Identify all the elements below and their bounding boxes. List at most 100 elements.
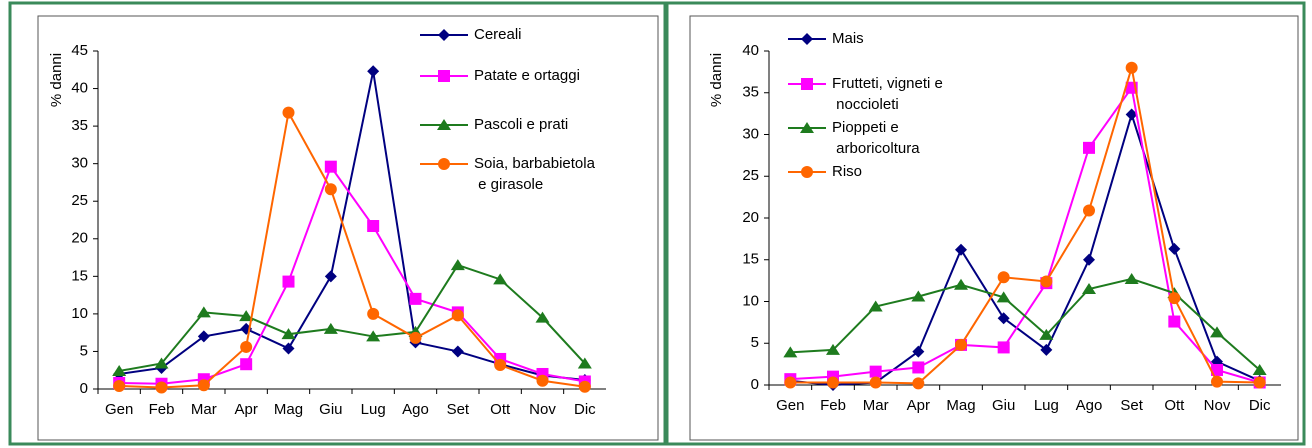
marker: [536, 374, 549, 387]
marker: [240, 340, 253, 353]
y-tick-label: 25: [71, 192, 88, 209]
x-tick-label: Gen: [776, 397, 804, 414]
marker: [955, 243, 967, 256]
x-tick-label: Lug: [1034, 397, 1059, 414]
marker: [1253, 376, 1266, 389]
series-line: [119, 109, 585, 389]
series-line: [119, 71, 585, 381]
x-tick-label: Lug: [361, 401, 386, 418]
marker: [366, 330, 381, 342]
x-tick-label: Giu: [319, 401, 342, 418]
marker: [997, 341, 1010, 354]
marker: [324, 270, 337, 283]
x-tick-label: Nov: [1204, 397, 1231, 414]
marker: [409, 292, 422, 305]
marker: [911, 290, 926, 302]
legend-label: Cereali: [474, 26, 522, 43]
marker: [954, 278, 968, 290]
marker: [1168, 315, 1181, 328]
y-tick-label: 10: [71, 305, 88, 322]
marker: [367, 65, 380, 78]
y-axis-label: % danni: [48, 53, 65, 107]
x-tick-label: Apr: [234, 401, 257, 418]
x-tick-label: Dic: [574, 401, 596, 418]
marker: [912, 361, 925, 374]
legend-label: Soia, barbabietola e girasole: [474, 155, 596, 193]
marker: [281, 328, 296, 340]
marker: [997, 271, 1010, 284]
series-line: [118, 263, 586, 372]
y-tick-label: 15: [71, 267, 88, 284]
x-tick-label: Mag: [274, 401, 303, 418]
y-tick-label: 30: [742, 125, 759, 142]
x-tick-label: Nov: [529, 401, 556, 418]
y-tick-label: 30: [71, 155, 88, 172]
y-tick-label: 45: [71, 42, 88, 59]
series-line: [790, 277, 1261, 371]
marker: [324, 183, 337, 196]
x-tick-label: Ott: [490, 401, 511, 418]
frame: [8, 1, 1306, 446]
marker: [826, 343, 840, 355]
marker: [451, 345, 464, 358]
y-tick-label: 0: [80, 380, 88, 397]
x-tick-label: Mag: [946, 397, 975, 414]
y-tick-label: 15: [742, 251, 759, 268]
x-tick-label: Ott: [1164, 397, 1185, 414]
x-tick-label: Gen: [105, 401, 133, 418]
marker: [239, 310, 254, 322]
marker: [438, 29, 450, 41]
marker: [282, 275, 295, 288]
marker: [196, 306, 211, 318]
x-tick-label: Dic: [1249, 397, 1271, 414]
marker: [912, 345, 925, 358]
y-tick-label: 40: [742, 42, 759, 59]
marker: [801, 166, 813, 178]
marker: [494, 358, 507, 371]
marker: [324, 160, 337, 173]
marker: [367, 307, 380, 320]
y-axis-label: % danni: [708, 53, 725, 107]
marker: [367, 220, 380, 233]
marker: [869, 365, 882, 378]
x-tick-label: Giu: [992, 397, 1015, 414]
marker: [955, 338, 967, 351]
marker: [912, 377, 925, 390]
marker: [113, 379, 126, 392]
marker: [1124, 272, 1139, 284]
marker: [868, 300, 883, 312]
marker: [1125, 108, 1138, 121]
x-tick-label: Ago: [402, 401, 429, 418]
marker: [282, 342, 295, 355]
y-tick-label: 5: [751, 334, 759, 351]
marker: [154, 357, 169, 369]
marker: [197, 330, 210, 343]
marker: [1211, 363, 1223, 376]
legend-label: Mais: [832, 30, 864, 47]
marker: [800, 122, 814, 133]
marker: [1040, 343, 1053, 356]
y-tick-label: 5: [80, 342, 88, 359]
marker: [996, 291, 1011, 303]
legend-label: Patate e ortaggi: [474, 67, 580, 84]
y-tick-label: 20: [742, 209, 759, 226]
marker: [535, 311, 550, 323]
marker: [438, 70, 450, 82]
marker: [1083, 141, 1095, 154]
marker: [801, 78, 813, 90]
series-line: [790, 67, 1260, 385]
marker: [1083, 253, 1095, 266]
marker: [438, 158, 450, 170]
marker: [1168, 242, 1181, 255]
marker: [1168, 292, 1181, 305]
x-tick-label: Set: [447, 401, 470, 418]
marker: [1211, 375, 1223, 388]
marker: [409, 331, 422, 344]
marker: [240, 358, 253, 371]
marker: [1252, 363, 1267, 375]
legend-label: Frutteti, vigneti e noccioleti: [832, 75, 943, 113]
x-tick-label: Set: [1120, 397, 1143, 414]
marker: [1125, 61, 1138, 74]
y-tick-label: 40: [71, 80, 88, 97]
